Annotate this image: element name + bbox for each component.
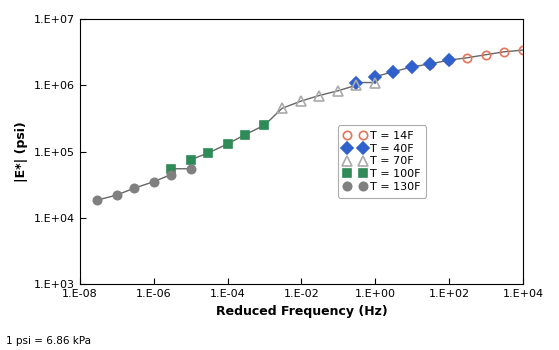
X-axis label: Reduced Frequency (Hz): Reduced Frequency (Hz): [216, 304, 387, 317]
T = 130F: [113, 193, 120, 197]
T = 130F: [94, 198, 101, 202]
Text: 1 psi = 6.86 kPa: 1 psi = 6.86 kPa: [6, 336, 91, 346]
Line: T = 100F: T = 100F: [167, 121, 269, 173]
Line: T = 70F: T = 70F: [277, 78, 380, 113]
T = 70F: [279, 106, 286, 110]
T = 70F: [353, 83, 359, 88]
T = 14F: [501, 50, 508, 54]
T = 14F: [446, 58, 453, 62]
T = 40F: [446, 58, 453, 62]
T = 130F: [150, 180, 157, 184]
T = 100F: [224, 142, 231, 146]
T = 40F: [372, 75, 379, 79]
T = 14F: [464, 56, 471, 60]
T = 14F: [483, 52, 490, 57]
T = 100F: [187, 158, 194, 162]
T = 70F: [298, 99, 305, 103]
T = 100F: [242, 133, 249, 137]
T = 100F: [205, 151, 211, 155]
T = 130F: [187, 167, 194, 171]
T = 100F: [261, 123, 268, 127]
T = 40F: [409, 65, 416, 69]
Y-axis label: |E*| (psi): |E*| (psi): [15, 121, 28, 182]
T = 40F: [427, 62, 433, 66]
T = 70F: [372, 80, 379, 85]
T = 100F: [168, 167, 174, 171]
T = 70F: [335, 89, 342, 93]
Legend: T = 14F, T = 40F, T = 70F, T = 100F, T = 130F: T = 14F, T = 40F, T = 70F, T = 100F, T =…: [338, 125, 427, 197]
Line: T = 130F: T = 130F: [93, 164, 195, 204]
T = 14F: [520, 48, 527, 52]
Line: T = 40F: T = 40F: [352, 56, 453, 87]
T = 130F: [168, 173, 174, 177]
T = 70F: [316, 93, 323, 98]
T = 40F: [390, 70, 396, 74]
T = 14F: [427, 62, 433, 66]
Line: T = 14F: T = 14F: [426, 46, 528, 68]
T = 130F: [131, 186, 138, 190]
T = 40F: [353, 80, 359, 85]
